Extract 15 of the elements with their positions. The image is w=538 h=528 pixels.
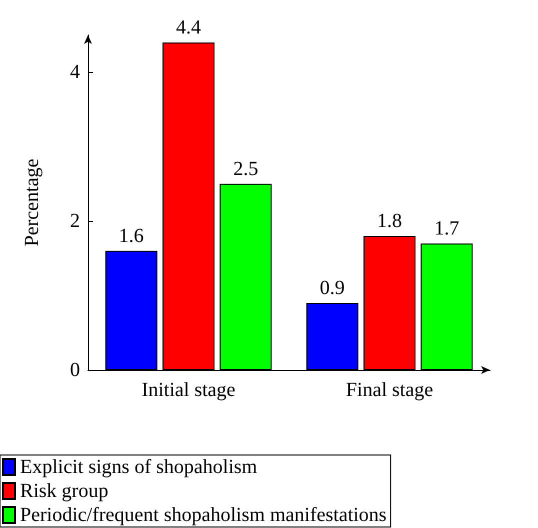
data-label: 1.6: [118, 224, 144, 247]
data-label: 0.9: [320, 277, 345, 299]
legend-label: Explicit signs of shopaholism: [20, 456, 258, 478]
y-tick-label: 0: [70, 359, 80, 381]
data-label: 1.7: [434, 217, 460, 240]
x-tick-label: Initial stage: [142, 379, 236, 401]
y-tick-label: 4: [70, 61, 80, 84]
y-tick-label: 2: [70, 210, 80, 232]
x-tick-label: Final stage: [346, 379, 434, 401]
legend-label: Periodic/frequent shopaholism manifestations: [20, 504, 387, 526]
data-label: 2.5: [233, 158, 258, 180]
y-axis-title: Percentage: [21, 158, 43, 246]
legend-label: Risk group: [20, 480, 108, 502]
data-label: 1.8: [377, 210, 402, 232]
data-label: 4.4: [176, 16, 201, 38]
